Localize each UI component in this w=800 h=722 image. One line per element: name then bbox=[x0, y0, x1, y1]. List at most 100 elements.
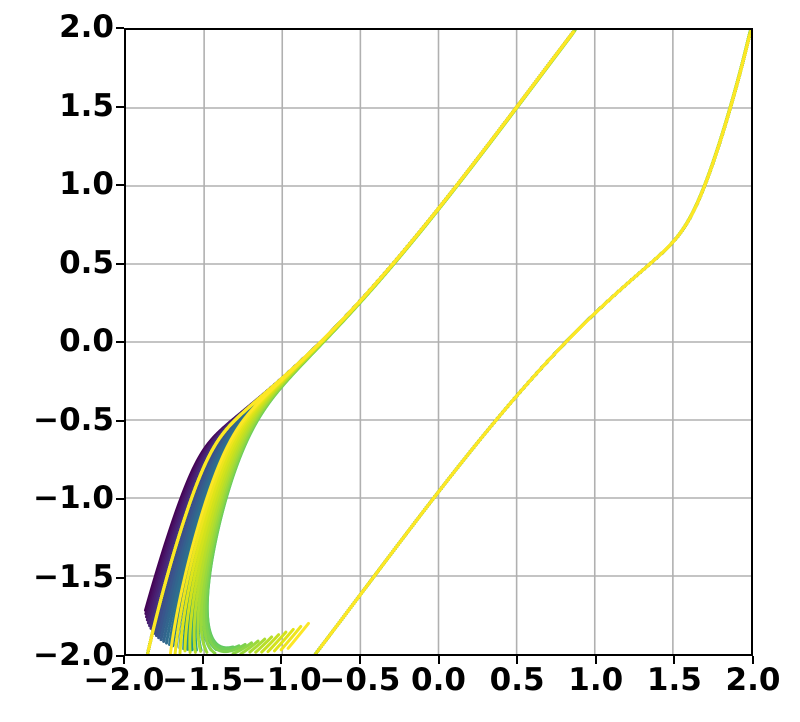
trajectory-line bbox=[319, 34, 751, 648]
trajectory-line bbox=[315, 32, 751, 654]
trajectory-line bbox=[318, 36, 751, 650]
plot-svg bbox=[126, 30, 751, 654]
trajectory-line bbox=[317, 30, 751, 652]
trajectory-line bbox=[315, 32, 751, 654]
trajectory-curves bbox=[143, 30, 751, 654]
y-tick-mark bbox=[116, 341, 124, 343]
x-tick-label: 0.5 bbox=[489, 662, 545, 698]
trajectory-line bbox=[317, 30, 751, 652]
y-tick-label: 1.5 bbox=[59, 87, 114, 124]
trajectory-line bbox=[317, 30, 751, 651]
trajectory-line bbox=[318, 35, 751, 651]
trajectory-line bbox=[632, 35, 751, 280]
x-tick-mark bbox=[123, 656, 125, 664]
x-tick-label: −1.5 bbox=[162, 662, 244, 698]
trajectory-line bbox=[173, 34, 572, 654]
trajectory-line bbox=[147, 35, 572, 651]
trajectory-line bbox=[315, 32, 751, 654]
trajectory-line bbox=[315, 33, 751, 654]
x-tick-label: 1.0 bbox=[568, 662, 624, 698]
trajectory-line bbox=[315, 32, 751, 654]
trajectory-line bbox=[286, 621, 310, 650]
x-tick-label: 2.0 bbox=[725, 662, 781, 698]
trajectory-line bbox=[663, 37, 751, 253]
y-tick-mark bbox=[116, 419, 124, 422]
trajectory-line bbox=[171, 31, 575, 648]
trajectory-line bbox=[314, 33, 751, 654]
trajectory-line bbox=[412, 36, 751, 526]
y-tick-mark bbox=[116, 498, 124, 500]
trajectory-line bbox=[678, 30, 751, 236]
trajectory-line bbox=[314, 32, 751, 654]
y-tick-label: −2.0 bbox=[33, 637, 114, 673]
trajectory-line bbox=[336, 37, 751, 627]
y-tick-mark bbox=[116, 105, 124, 108]
trajectory-line bbox=[272, 627, 295, 653]
trajectory-line bbox=[317, 30, 751, 651]
y-tick-mark bbox=[116, 184, 124, 186]
trajectory-line bbox=[318, 37, 751, 650]
y-tick-mark bbox=[116, 262, 124, 265]
trajectory-line bbox=[317, 30, 751, 652]
trajectory-line bbox=[313, 34, 751, 654]
trajectory-line bbox=[319, 31, 751, 649]
trajectory-line bbox=[316, 36, 751, 652]
trajectory-line bbox=[315, 30, 751, 654]
trajectory-line bbox=[316, 36, 751, 653]
trajectory-line bbox=[513, 33, 751, 400]
x-tick-mark bbox=[673, 656, 676, 664]
x-tick-label: 1.5 bbox=[646, 662, 702, 698]
trajectory-line bbox=[318, 37, 751, 650]
x-tick-label: −2.0 bbox=[83, 662, 165, 698]
trajectory-line bbox=[468, 32, 751, 454]
trajectory-line bbox=[314, 34, 751, 654]
trajectory-line bbox=[317, 30, 751, 652]
trajectory-line bbox=[196, 34, 572, 652]
trajectory-line bbox=[157, 31, 574, 640]
trajectory-line bbox=[231, 641, 253, 654]
x-tick-label: −1.0 bbox=[240, 662, 322, 698]
trajectory-line bbox=[279, 625, 303, 652]
trajectory-line bbox=[315, 32, 751, 654]
x-tick-mark bbox=[594, 656, 597, 664]
y-tick-label: 0.5 bbox=[59, 244, 114, 281]
x-tick-mark bbox=[437, 656, 440, 664]
trajectory-line bbox=[313, 31, 751, 654]
trajectory-line bbox=[596, 30, 751, 313]
trajectory-line bbox=[315, 32, 751, 654]
x-tick-label: 0.0 bbox=[411, 662, 466, 698]
trajectory-line bbox=[254, 635, 274, 654]
trajectory-line bbox=[572, 31, 751, 336]
trajectory-line bbox=[316, 36, 751, 653]
x-tick-label: −0.5 bbox=[319, 662, 401, 698]
trajectory-line bbox=[159, 34, 572, 642]
plot-area bbox=[124, 28, 753, 656]
trajectory-line bbox=[239, 639, 260, 654]
trajectory-line bbox=[546, 30, 751, 363]
trajectory-line bbox=[178, 31, 574, 654]
trajectory-line bbox=[318, 36, 751, 650]
trajectory-line bbox=[318, 37, 751, 650]
trajectory-line bbox=[314, 33, 751, 654]
trajectory-line bbox=[648, 32, 751, 266]
trajectory-line bbox=[168, 32, 574, 647]
trajectory-line bbox=[318, 36, 751, 650]
y-tick-label: 2.0 bbox=[59, 9, 114, 45]
trajectory-line bbox=[193, 35, 572, 652]
y-tick-mark bbox=[116, 576, 124, 579]
trajectory-line bbox=[316, 30, 751, 653]
trajectory-line bbox=[316, 30, 751, 652]
trajectory-line bbox=[192, 33, 573, 654]
y-tick-mark bbox=[116, 27, 124, 29]
trajectory-line bbox=[318, 37, 751, 650]
y-tick-label: −0.5 bbox=[33, 401, 114, 438]
y-tick-label: −1.5 bbox=[33, 558, 114, 595]
y-tick-mark bbox=[116, 655, 124, 657]
y-tick-label: −1.0 bbox=[33, 480, 114, 516]
x-tick-mark bbox=[280, 656, 283, 664]
trajectory-line bbox=[314, 33, 751, 654]
trajectory-line bbox=[266, 630, 288, 654]
y-tick-label: 0.0 bbox=[59, 323, 114, 359]
trajectory-line bbox=[314, 34, 751, 654]
